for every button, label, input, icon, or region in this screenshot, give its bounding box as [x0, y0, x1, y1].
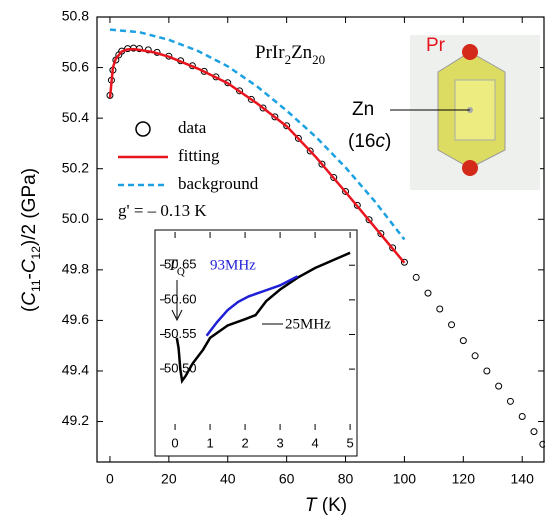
pr-atom	[462, 160, 478, 176]
x-tick-label: 100	[393, 471, 417, 487]
legend-label: data	[178, 118, 207, 137]
legend-marker	[135, 121, 151, 137]
data-point	[353, 201, 361, 209]
data-point	[506, 397, 514, 405]
zn-label: Zn	[352, 99, 374, 120]
data-point	[318, 160, 326, 168]
y-axis-label: (C11-C12)/2 (GPa)	[19, 168, 43, 312]
series-label: 93MHz	[210, 257, 256, 273]
y-tick-label: 50.60	[164, 291, 197, 306]
data-point	[389, 244, 397, 252]
data-point	[448, 321, 456, 329]
data-point	[330, 174, 338, 182]
data-point	[518, 412, 526, 420]
tq-label: TQ	[168, 257, 185, 278]
data-point	[236, 87, 244, 95]
series-line	[205, 275, 299, 337]
series-label: 25MHz	[285, 316, 331, 332]
main-plot: 0 20 40 60 80 100 120 14049.249.449.649.850.050…	[62, 8, 545, 487]
data-point	[412, 273, 420, 281]
y-tick-label: 50.6	[62, 58, 89, 74]
x-tick-label: 0	[171, 435, 178, 450]
x-tick-label: 140	[511, 471, 535, 487]
data-point	[342, 187, 350, 195]
data-point	[424, 289, 432, 297]
inset-frame	[154, 229, 358, 457]
x-tick-label: 80	[338, 471, 354, 487]
data-point	[530, 428, 538, 436]
pr-label: Pr	[426, 35, 446, 56]
data-point	[271, 113, 279, 121]
x-tick-label: 20	[161, 471, 177, 487]
y-tick-label: 49.8	[62, 261, 89, 277]
tq-arrow	[171, 280, 183, 322]
data-point	[483, 367, 491, 375]
g-factor-label: g' = – 0.13 K	[118, 201, 207, 220]
data-point	[306, 147, 314, 155]
x-tick-label: 2	[241, 435, 248, 450]
x-tick-label: 5	[346, 435, 353, 450]
y-tick-label: 50.2	[62, 159, 89, 175]
plot-frame	[96, 16, 545, 463]
data-point	[259, 104, 267, 112]
compound-label: PrIr2Zn20	[255, 42, 325, 67]
y-tick-label: 50.8	[62, 8, 89, 24]
crystal-structure	[390, 35, 540, 190]
x-axis-label: T (K)	[305, 495, 347, 516]
y-tick-label: 50.65	[164, 257, 197, 272]
y-tick-label: 49.6	[62, 311, 89, 327]
data-point	[283, 122, 291, 130]
site-label: (16c)	[348, 131, 391, 152]
data-point	[247, 95, 255, 103]
data-point	[495, 382, 503, 390]
data-point	[436, 305, 444, 313]
y-tick-label: 50.55	[164, 326, 197, 341]
data-point	[365, 216, 373, 224]
data-point	[539, 440, 545, 448]
y-tick-label: 49.4	[62, 362, 89, 378]
data-point	[459, 337, 467, 345]
x-tick-label: 120	[452, 471, 476, 487]
data-point	[471, 352, 479, 360]
y-tick-label: 49.2	[62, 412, 89, 428]
polyhedron-face	[454, 79, 496, 141]
x-tick-label: 4	[311, 435, 318, 450]
x-tick-label: 3	[276, 435, 283, 450]
legend-label: fitting	[178, 146, 220, 165]
x-tick-label: 40	[220, 471, 236, 487]
legend: data fitting background	[118, 118, 259, 193]
series-line	[109, 28, 406, 241]
data-point	[400, 258, 408, 266]
series-line	[175, 251, 351, 384]
data-point	[294, 134, 302, 142]
x-tick-label: 1	[206, 435, 213, 450]
pr-atom	[462, 44, 478, 60]
data-point	[377, 230, 385, 238]
series-line	[108, 47, 406, 264]
y-tick-label: 50.0	[62, 210, 89, 226]
x-tick-label: 60	[279, 471, 295, 487]
x-tick-label: 0	[106, 471, 114, 487]
y-tick-label: 50.4	[62, 109, 89, 125]
legend-label: background	[178, 174, 259, 193]
